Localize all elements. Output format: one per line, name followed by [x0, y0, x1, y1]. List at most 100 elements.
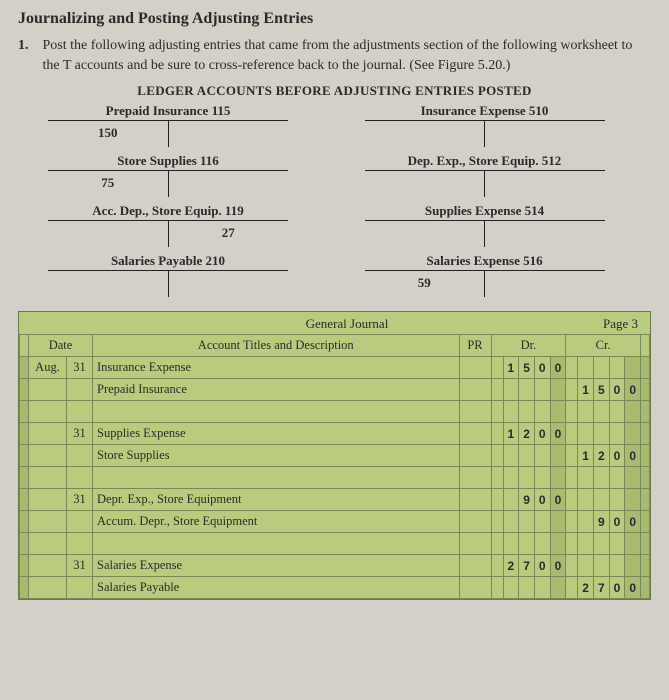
t-account-title: Insurance Expense 510: [365, 103, 605, 121]
date-day: 31: [67, 423, 93, 445]
cr-digit: 1: [578, 445, 594, 467]
cr-digit: [625, 423, 641, 445]
col-dr: Dr.: [491, 335, 566, 357]
t-account: Salaries Expense 51659: [365, 253, 605, 297]
account-description: [93, 467, 460, 489]
cr-digit: [578, 533, 594, 555]
dr-digit: 7: [519, 555, 535, 577]
edge-cell: [641, 467, 650, 489]
account-description: Salaries Payable: [93, 577, 460, 599]
dr-digit: [534, 511, 550, 533]
dr-digit: [491, 489, 503, 511]
dr-digit: [534, 577, 550, 599]
t-account-credit: [169, 171, 289, 197]
edge-cell: [20, 357, 29, 379]
edge-cell: [641, 423, 650, 445]
dr-digit: 0: [550, 357, 566, 379]
account-description: Accum. Depr., Store Equipment: [93, 511, 460, 533]
journal-row: [20, 401, 650, 423]
account-description: Insurance Expense: [93, 357, 460, 379]
journal-row: Aug.31Insurance Expense1500: [20, 357, 650, 379]
cr-digit: [625, 489, 641, 511]
cr-digit: [578, 489, 594, 511]
dr-digit: [550, 533, 566, 555]
date-month: [29, 379, 67, 401]
edge-cell: [641, 511, 650, 533]
journal-table: Date Account Titles and Description PR D…: [19, 334, 650, 599]
cr-digit: 0: [625, 577, 641, 599]
dr-digit: [491, 533, 503, 555]
dr-digit: [550, 467, 566, 489]
pr-cell: [459, 467, 491, 489]
dr-digit: [491, 555, 503, 577]
ledger-subheading: LEDGER ACCOUNTS BEFORE ADJUSTING ENTRIES…: [18, 83, 651, 99]
cr-digit: [625, 533, 641, 555]
account-description: Salaries Expense: [93, 555, 460, 577]
date-day: [67, 467, 93, 489]
dr-digit: [519, 379, 535, 401]
pr-cell: [459, 533, 491, 555]
dr-digit: 1: [503, 423, 519, 445]
pr-cell: [459, 577, 491, 599]
dr-digit: [550, 511, 566, 533]
t-account-title: Store Supplies 116: [48, 153, 288, 171]
date-day: [67, 577, 93, 599]
dr-digit: 0: [534, 555, 550, 577]
t-account-debit: 75: [48, 171, 169, 197]
cr-digit: [578, 357, 594, 379]
t-account-credit: [169, 121, 289, 147]
cr-digit: [566, 401, 578, 423]
date-month: [29, 467, 67, 489]
journal-row: 31Salaries Expense2700: [20, 555, 650, 577]
edge-cell: [641, 445, 650, 467]
pr-cell: [459, 423, 491, 445]
account-description: Store Supplies: [93, 445, 460, 467]
t-account-credit: [485, 271, 605, 297]
cr-digit: [593, 401, 609, 423]
date-month: [29, 511, 67, 533]
cr-digit: [578, 555, 594, 577]
edge-cell: [641, 401, 650, 423]
dr-digit: 1: [503, 357, 519, 379]
dr-digit: [491, 577, 503, 599]
edge-cell: [641, 357, 650, 379]
cr-digit: [593, 423, 609, 445]
t-account-title: Acc. Dep., Store Equip. 119: [48, 203, 288, 221]
cr-digit: [593, 533, 609, 555]
dr-digit: 0: [534, 423, 550, 445]
cr-digit: [566, 511, 578, 533]
t-account-title: Salaries Expense 516: [365, 253, 605, 271]
journal-row: 31Depr. Exp., Store Equipment900: [20, 489, 650, 511]
cr-digit: [578, 423, 594, 445]
account-description: [93, 401, 460, 423]
cr-digit: [609, 555, 625, 577]
pr-cell: [459, 511, 491, 533]
cr-digit: [578, 511, 594, 533]
cr-digit: [593, 489, 609, 511]
problem-statement: 1. Post the following adjusting entries …: [18, 36, 651, 75]
cr-digit: [609, 467, 625, 489]
dr-digit: [503, 401, 519, 423]
date-month: [29, 445, 67, 467]
edge-cell: [20, 401, 29, 423]
cr-digit: [593, 357, 609, 379]
pr-cell: [459, 357, 491, 379]
dr-digit: [503, 533, 519, 555]
t-account-debit: [365, 121, 486, 147]
dr-digit: [491, 357, 503, 379]
cr-digit: 9: [593, 511, 609, 533]
cr-digit: [566, 489, 578, 511]
dr-digit: [491, 379, 503, 401]
t-account-debit: [365, 221, 486, 247]
date-day: [67, 511, 93, 533]
dr-digit: 0: [550, 489, 566, 511]
t-account: Dep. Exp., Store Equip. 512: [365, 153, 605, 197]
journal-row: [20, 533, 650, 555]
dr-digit: [550, 445, 566, 467]
edge-cell: [641, 533, 650, 555]
edge-cell: [20, 511, 29, 533]
date-month: [29, 423, 67, 445]
t-account: Salaries Payable 210: [48, 253, 288, 297]
dr-digit: [491, 511, 503, 533]
journal-row: Store Supplies1200: [20, 445, 650, 467]
